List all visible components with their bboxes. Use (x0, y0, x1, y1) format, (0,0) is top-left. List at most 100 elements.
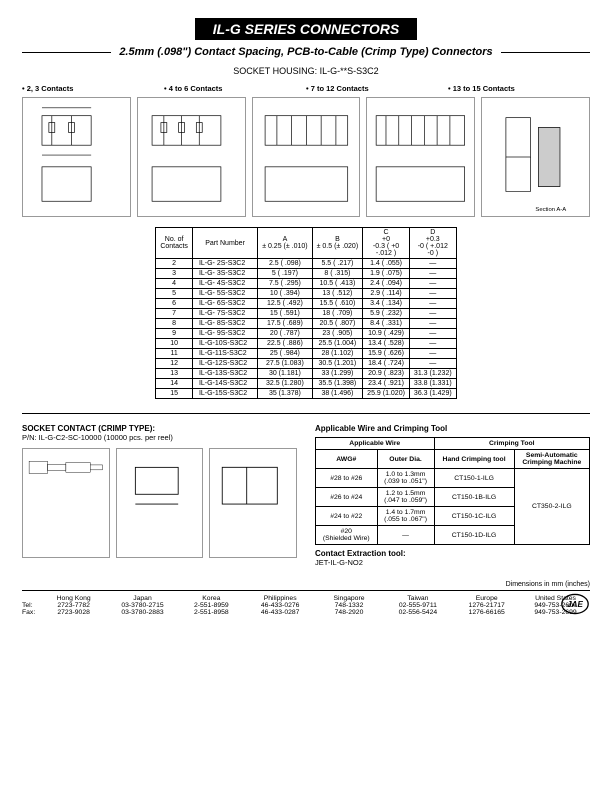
spec-cell: IL-G-11S-S3C2 (192, 349, 257, 359)
spec-th: B± 0.5 (± .020) (312, 228, 363, 259)
tel: 46-433-0276 (246, 602, 315, 609)
table-row: 8IL-G- 8S-S3C217.5 ( .689)20.5 ( .807)8.… (156, 319, 456, 329)
rule-right (501, 52, 590, 53)
spec-cell: 14 (156, 379, 193, 389)
spec-cell: IL-G- 8S-S3C2 (192, 319, 257, 329)
footer-col: Europe1276-217171276-66165 (452, 595, 521, 616)
wire-head-crimping: Crimping Tool (434, 438, 589, 450)
wire-th: Semi-AutomaticCrimping Machine (514, 450, 589, 469)
spec-cell: 7.5 ( .295) (258, 279, 312, 289)
spec-cell: 12 (156, 359, 193, 369)
spec-cell: IL-G- 5S-S3C2 (192, 289, 257, 299)
spec-cell: 23.4 ( .921) (363, 379, 410, 389)
spec-cell: IL-G-15S-S3C2 (192, 389, 257, 399)
crimp-diagrams (22, 448, 297, 558)
group-4-6: • 4 to 6 Contacts (164, 84, 306, 93)
spec-cell: 25.9 (1.020) (363, 389, 410, 399)
fax: 2723-9028 (39, 609, 108, 616)
region: Taiwan (383, 595, 452, 602)
wire-cell: CT150-1D-ILG (434, 526, 514, 545)
svg-text:Section A-A: Section A-A (536, 207, 567, 213)
spec-th: A± 0.25 (± .010) (258, 228, 312, 259)
spec-cell: 11 (156, 349, 193, 359)
spec-cell: 13 ( .512) (312, 289, 363, 299)
spec-cell: 33.8 (1.331) (409, 379, 456, 389)
spec-th: No. ofContacts (156, 228, 193, 259)
spec-cell: 3.4 ( .134) (363, 299, 410, 309)
spec-cell: 15.9 ( .626) (363, 349, 410, 359)
fax: 2-551-8958 (177, 609, 246, 616)
spec-cell: 18.4 ( .724) (363, 359, 410, 369)
spec-cell: 13.4 ( .528) (363, 339, 410, 349)
fax: 02-556-5424 (383, 609, 452, 616)
table-row: 11IL-G-11S-S3C225 ( .984)28 (1.102)15.9 … (156, 349, 456, 359)
spec-cell: 10.5 ( .413) (312, 279, 363, 289)
spec-cell: 2 (156, 259, 193, 269)
spec-cell: 36.3 (1.429) (409, 389, 456, 399)
fax: 748-2920 (315, 609, 384, 616)
spec-cell: 33 (1.299) (312, 369, 363, 379)
spec-cell: 17.5 ( .689) (258, 319, 312, 329)
spec-cell: 22.5 ( .886) (258, 339, 312, 349)
wire-cell: CT150-1C-ILG (434, 507, 514, 526)
spec-cell: 2.4 ( .094) (363, 279, 410, 289)
wire-cell: — (377, 526, 434, 545)
region: Japan (108, 595, 177, 602)
wire-cell: #24 to #22 (316, 507, 378, 526)
spec-cell: 23 ( .905) (312, 329, 363, 339)
spec-cell: 38 (1.496) (312, 389, 363, 399)
spec-cell: 25 ( .984) (258, 349, 312, 359)
machine-cell: CT350-2-ILG (514, 469, 589, 545)
table-row: 13IL-G-13S-S3C230 (1.181)33 (1.299)20.9 … (156, 369, 456, 379)
section-divider (22, 413, 590, 414)
extract-pn: JET-IL-G-NO2 (315, 558, 363, 567)
spec-cell: — (409, 259, 456, 269)
spec-cell: 5 (156, 289, 193, 299)
spec-cell: 8.4 ( .331) (363, 319, 410, 329)
spec-cell: 15 ( .591) (258, 309, 312, 319)
svg-text:JAE: JAE (567, 600, 583, 609)
spec-cell: 30.5 (1.201) (312, 359, 363, 369)
spec-cell: 5 ( .197) (258, 269, 312, 279)
spec-cell: IL-G- 4S-S3C2 (192, 279, 257, 289)
diagram-4-6 (137, 97, 246, 217)
spec-cell: 1.4 ( .055) (363, 259, 410, 269)
spec-cell: 28 (1.102) (312, 349, 363, 359)
fax: 03-3780-2883 (108, 609, 177, 616)
table-row: 6IL-G- 6S-S3C212.5 ( .492)15.5 ( .610)3.… (156, 299, 456, 309)
crimp-top (22, 448, 110, 558)
tel: 2-551-8959 (177, 602, 246, 609)
jae-logo-icon: JAE (560, 593, 590, 615)
group-7-12: • 7 to 12 Contacts (306, 84, 448, 93)
spec-cell: 1.9 ( .075) (363, 269, 410, 279)
wire-th: AWG# (316, 450, 378, 469)
socket-contact-pn: P/N: IL-G-C2-SC-10000 (10000 pcs. per re… (22, 433, 297, 442)
tel: 748-1332 (315, 602, 384, 609)
spec-cell: 27.5 (1.083) (258, 359, 312, 369)
table-row: 7IL-G- 7S-S3C215 ( .591)18 ( .709)5.9 ( … (156, 309, 456, 319)
spec-cell: IL-G-10S-S3C2 (192, 339, 257, 349)
spec-cell: 9 (156, 329, 193, 339)
table-row: 2IL-G- 2S-S3C22.5 ( .098)5.5 ( .217)1.4 … (156, 259, 456, 269)
spec-cell: IL-G- 9S-S3C2 (192, 329, 257, 339)
spec-cell: 31.3 (1.232) (409, 369, 456, 379)
spec-cell: 7 (156, 309, 193, 319)
housing-diagrams: Section A-A (22, 97, 590, 217)
housing-label-text: SOCKET HOUSING: (233, 66, 317, 76)
spec-cell: 8 ( .315) (312, 269, 363, 279)
footer-col: Korea2-551-89592-551-8958 (177, 595, 246, 616)
spec-cell: 30 (1.181) (258, 369, 312, 379)
wire-cell: #28 to #26 (316, 469, 378, 488)
dimensions-note: Dimensions in mm (inches) (22, 581, 590, 588)
spec-cell: — (409, 279, 456, 289)
table-row: #28 to #261.0 to 1.3mm(.039 to .051")CT1… (316, 469, 590, 488)
spec-cell: 15 (156, 389, 193, 399)
spec-th: D+0.3-0 ( +.012-0 ) (409, 228, 456, 259)
spec-cell: 15.5 ( .610) (312, 299, 363, 309)
region: Philippines (246, 595, 315, 602)
diagram-section: Section A-A (481, 97, 590, 217)
spec-cell: IL-G- 2S-S3C2 (192, 259, 257, 269)
group-2-3: • 2, 3 Contacts (22, 84, 164, 93)
spec-th: C+0-0.3 ( +0-.012 ) (363, 228, 410, 259)
diagram-13-15 (366, 97, 475, 217)
